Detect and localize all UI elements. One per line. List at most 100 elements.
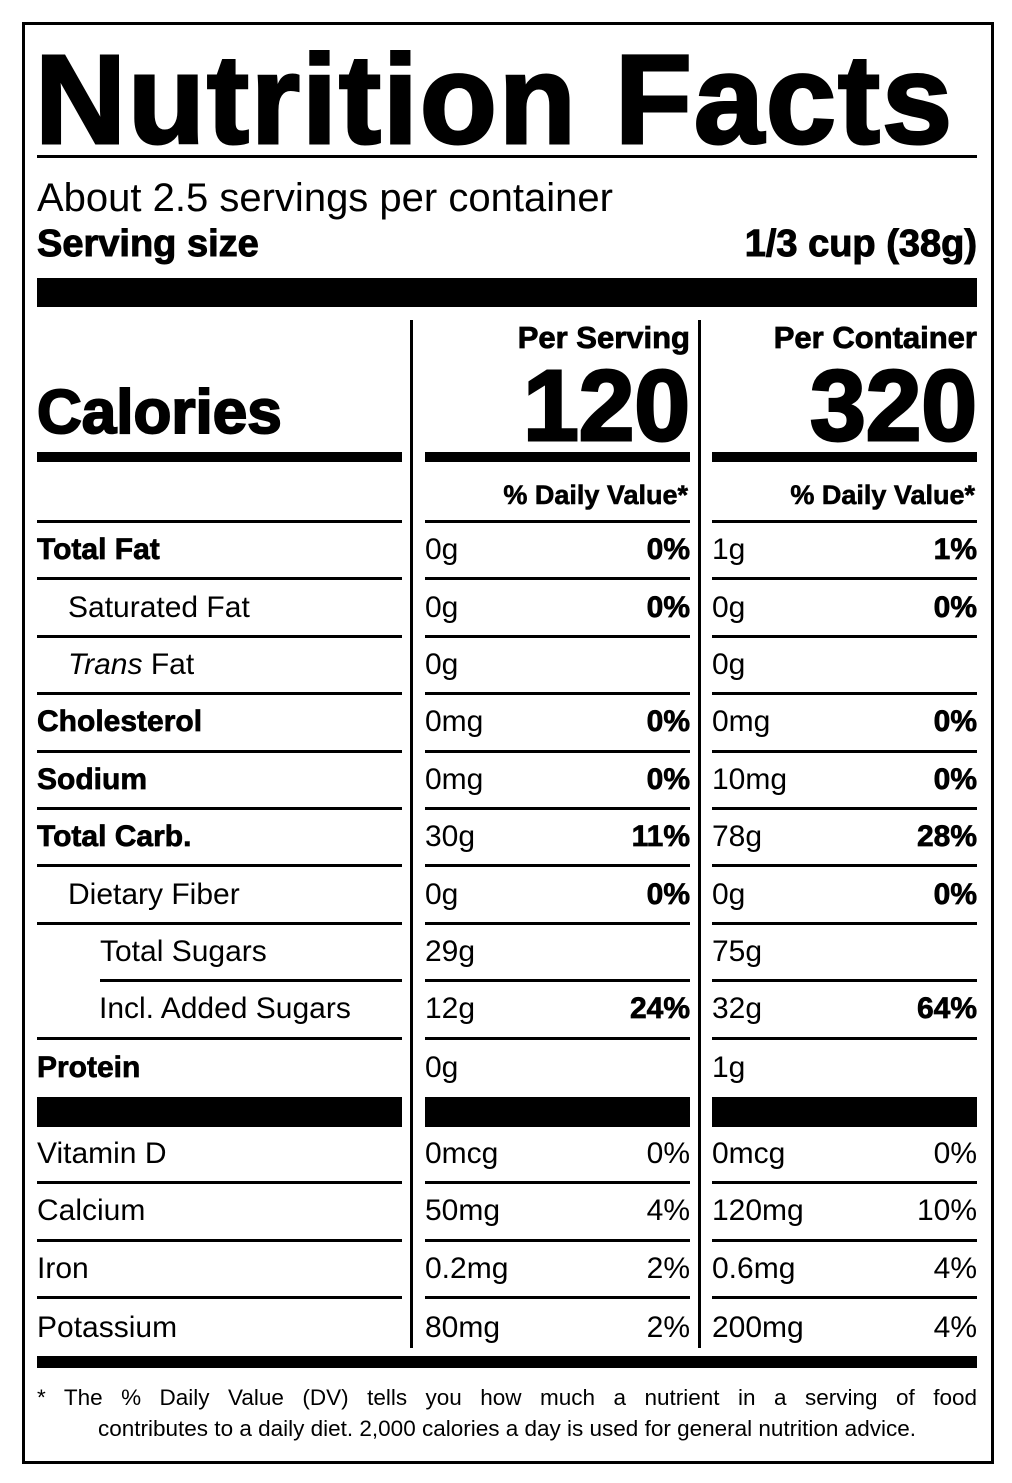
rule xyxy=(37,155,977,158)
row-label: Protein xyxy=(37,1040,402,1097)
cell: 0mcg 0% xyxy=(425,1127,690,1185)
row-label: Total Sugars xyxy=(100,925,402,983)
amount: 0mg xyxy=(712,705,771,739)
amount: 0.2mg xyxy=(425,1251,509,1285)
row-label: Total Carb. xyxy=(37,810,402,868)
percent: 2% xyxy=(646,1310,690,1344)
amount: 0g xyxy=(425,533,459,567)
percent: 24% xyxy=(629,992,691,1026)
amount: 0g xyxy=(712,877,746,911)
label: Incl. Added Sugars xyxy=(99,992,351,1026)
percent: 4% xyxy=(646,1194,690,1228)
amount: 10mg xyxy=(712,762,788,796)
cell: 50mg 4% xyxy=(425,1184,690,1242)
amount: 32g xyxy=(712,992,763,1026)
cell: 0g xyxy=(712,638,977,696)
percent: 11% xyxy=(631,820,690,854)
percent: 0% xyxy=(646,1137,690,1171)
label: Total Carb. xyxy=(37,820,192,854)
percent: 0% xyxy=(646,705,690,739)
cell: 0g 0% xyxy=(425,867,690,925)
percent: 0% xyxy=(933,877,977,911)
amount: 0.6mg xyxy=(712,1251,796,1285)
cell: 120mg 10% xyxy=(712,1184,977,1242)
amount: 80mg xyxy=(425,1310,501,1344)
percent: 0% xyxy=(646,533,690,567)
servings: About 2.5 servings per container xyxy=(37,176,613,220)
cell: 0g 0% xyxy=(425,580,690,638)
label: Sodium xyxy=(37,762,148,796)
cell: 75g xyxy=(712,925,977,983)
label: Fat xyxy=(150,647,195,681)
column-header: Per Serving xyxy=(517,320,690,356)
rule xyxy=(712,520,977,523)
footnote-text: The % Daily Value (DV) tells you how muc… xyxy=(63,1385,977,1410)
label: Vitamin D xyxy=(37,1137,167,1171)
rule xyxy=(425,520,690,523)
amount: 1g xyxy=(712,1051,746,1085)
cell: 80mg 2% xyxy=(425,1299,690,1356)
label: Potassium xyxy=(37,1310,178,1344)
percent: 10% xyxy=(916,1194,977,1228)
cell: 0mg 0% xyxy=(425,753,690,810)
label: Protein xyxy=(37,1051,141,1085)
row-label: Calcium xyxy=(37,1184,402,1242)
column-header: Per Container xyxy=(773,320,977,356)
cell: 0g 0% xyxy=(425,523,690,581)
percent: 1% xyxy=(933,533,977,567)
dv-header: % Daily Value* xyxy=(790,480,975,511)
dv-header: % Daily Value* xyxy=(503,480,688,511)
cell: 0g 0% xyxy=(712,580,977,638)
calories-value: 120 xyxy=(522,350,692,462)
cell: 10mg 0% xyxy=(712,753,977,810)
cell: 0.6mg 4% xyxy=(712,1242,977,1299)
row-label: Trans Fat xyxy=(37,638,402,696)
amount: 12g xyxy=(425,992,476,1026)
cell: 0mg 0% xyxy=(712,695,977,753)
label: Calcium xyxy=(37,1194,146,1228)
cell: 0g 0% xyxy=(712,867,977,925)
percent: 0% xyxy=(933,705,977,739)
amount: 30g xyxy=(425,820,476,854)
thick-bar xyxy=(37,278,977,307)
percent: 2% xyxy=(646,1251,690,1285)
row-label: Potassium xyxy=(37,1299,402,1356)
percent: 0% xyxy=(646,590,690,624)
row-label: Iron xyxy=(37,1242,402,1299)
cell: 200mg 4% xyxy=(712,1299,977,1356)
amount: 0g xyxy=(712,590,746,624)
amount: 1g xyxy=(712,533,746,567)
label: Iron xyxy=(37,1251,89,1285)
cell: 0g xyxy=(425,638,690,696)
cell: 29g xyxy=(425,925,690,983)
amount: 75g xyxy=(712,934,763,968)
percent: 0% xyxy=(933,1137,977,1171)
row-label: Sodium xyxy=(37,753,402,810)
percent: 0% xyxy=(933,762,977,796)
cell: 32g 64% xyxy=(712,982,978,1040)
amount: 0mcg xyxy=(712,1137,786,1171)
amount: 0mg xyxy=(425,762,484,796)
row-label: Saturated Fat xyxy=(37,580,402,638)
amount: 0mcg xyxy=(425,1137,499,1171)
percent: 28% xyxy=(916,820,978,854)
percent: 64% xyxy=(916,992,978,1026)
row-label: Dietary Fiber xyxy=(37,867,402,925)
column-divider xyxy=(698,320,701,1348)
label: Dietary Fiber xyxy=(68,877,240,911)
calories-label: Calories xyxy=(36,377,283,448)
bar xyxy=(712,452,977,462)
percent: 0% xyxy=(646,877,690,911)
cell: 30g 11% xyxy=(425,810,690,868)
cell: 0mg 0% xyxy=(425,695,690,753)
amount: 0g xyxy=(712,647,746,681)
percent: 4% xyxy=(933,1310,977,1344)
percent: 4% xyxy=(933,1251,977,1285)
column-divider xyxy=(410,320,413,1348)
thick-bar xyxy=(37,1097,402,1127)
percent: 0% xyxy=(933,590,977,624)
amount: 200mg xyxy=(712,1310,804,1344)
calories-value: 320 xyxy=(809,350,979,462)
cell: 12g 24% xyxy=(425,982,691,1040)
